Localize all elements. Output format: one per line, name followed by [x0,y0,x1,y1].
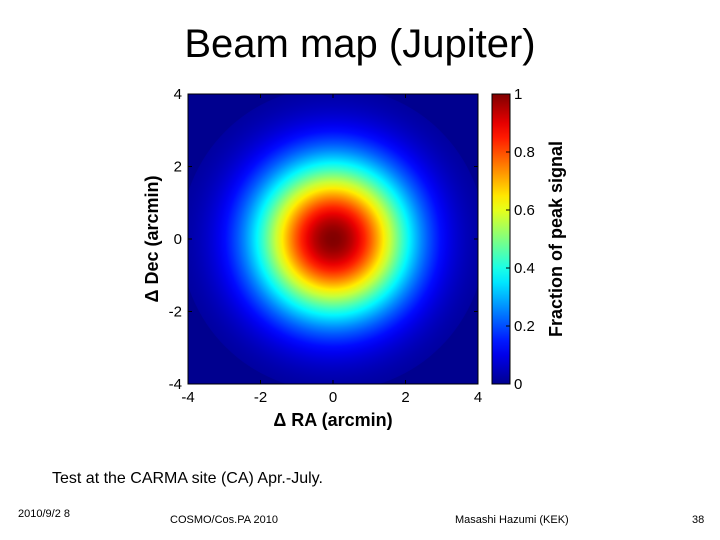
y-tick-label: -4 [169,376,182,393]
footer-conference: COSMO/Cos.PA 2010 [170,514,279,526]
x-tick-label: -2 [254,389,267,406]
slide-caption: Test at the CARMA site (CA) Apr.-July. [52,470,323,487]
x-tick-label: 2 [401,389,409,406]
footer-date: 2010/9/2 8 [18,508,70,520]
x-tick-label: -4 [181,389,194,406]
x-tick-label: 4 [474,389,482,406]
colorbar-tick-label: 0.2 [514,318,535,335]
y-tick-label: 0 [174,231,182,248]
colorbar-tick-label: 1 [514,86,522,103]
colorbar-tick-label: 0.4 [514,260,535,277]
footer-page-number: 38 [692,514,705,526]
colorbar-label: Fraction of peak signal [546,141,566,337]
colorbar-tick-label: 0.6 [514,202,535,219]
y-axis-label: Δ Dec (arcmin) [142,176,162,303]
colorbar [491,93,511,385]
footer-author: Masashi Hazumi (KEK) [455,514,569,526]
beam-spot [188,94,478,384]
slide-title: Beam map (Jupiter) [184,22,536,66]
beam-map-chart: -4 -2 0 2 4 -4 -2 0 2 4 Δ RA (arcmin) Δ Dec (arcmin… [142,86,566,430]
y-tick-label: 4 [174,86,182,103]
colorbar-tick-label: 0 [514,376,522,393]
x-tick-label: 0 [329,389,337,406]
colorbar-tick-label: 0.8 [514,144,535,161]
y-tick-label: -2 [169,304,182,321]
x-axis-label: Δ RA (arcmin) [273,410,392,430]
y-tick-label: 2 [174,159,182,176]
